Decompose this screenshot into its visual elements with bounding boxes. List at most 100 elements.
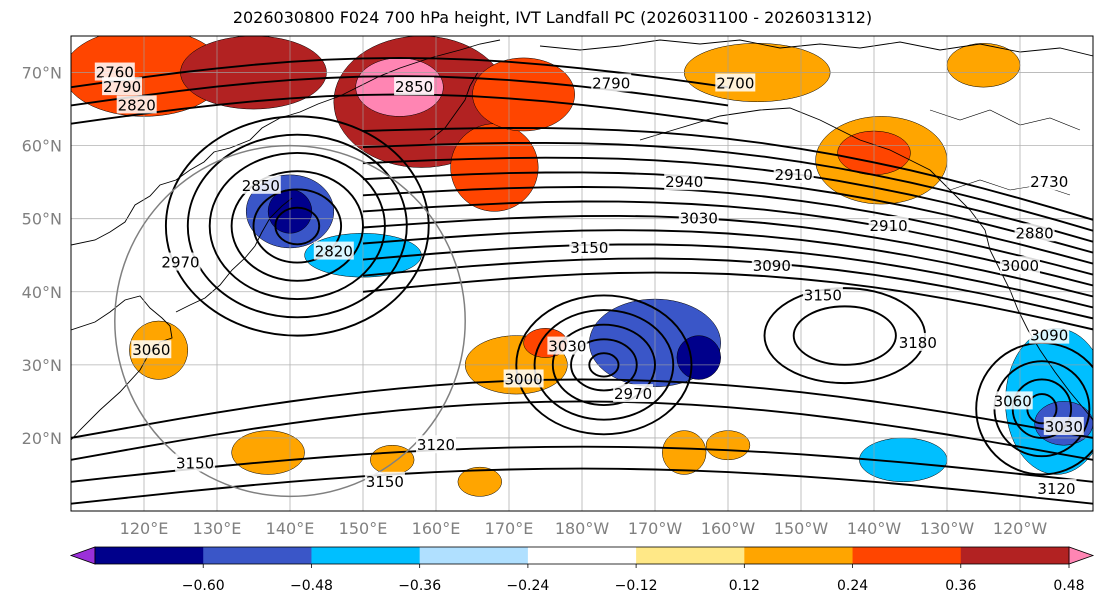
contour-label-bg [116,95,157,114]
contour-label: 3180 [899,334,937,352]
longitude-label: 170°E [485,519,534,538]
height-contour [71,445,1093,483]
colorbar-bin [203,547,312,564]
low-contour [230,170,364,282]
colorbar-tick-label: −0.36 [398,578,441,594]
contour-label: 2850 [395,78,433,96]
height-contour [362,257,1093,320]
contour-label-bg [715,73,756,92]
contour-label-bg [1029,172,1070,191]
height-contour [362,214,1093,287]
coastline-kamchatka [429,71,479,141]
latitude-label: 70°N [22,64,62,83]
longitude-label: 130°W [920,519,975,538]
colorbar-bin [852,547,962,564]
contour-label: 2700 [716,75,754,93]
height-contour [71,378,1093,439]
colorbar-tick-label: 0.36 [945,578,976,594]
contour-label-bg [160,252,201,271]
contour-label: 3150 [570,239,608,257]
height-contour [362,156,1093,243]
map-frame [70,35,1094,512]
longitude-label: 160°W [701,519,756,538]
ivt-shade-5 [472,57,575,132]
height-contour [362,229,1093,298]
longitude-label: 130°E [193,519,242,538]
contour-label-bg [547,336,588,355]
contour-label-bg [613,384,654,403]
contour-label-bg [313,241,354,260]
latitude-label: 30°N [22,356,62,375]
contour-label: 2910 [870,217,908,235]
contour-label-bg [364,471,405,490]
contour-label: 3090 [1030,327,1068,345]
colorbar-tick-label: −0.48 [290,578,333,594]
contour-label-bg [569,237,610,256]
colorbar-bin [744,547,854,564]
contour-label: 3120 [1037,480,1075,498]
contour-label: 2820 [315,243,353,261]
contour-label-bg [591,73,632,92]
ivt-shade-4 [450,123,539,212]
contour-label-bg [802,285,843,304]
contour-label-bg [897,332,938,351]
ivt-shade-22 [370,444,415,475]
height-contour [362,200,1093,276]
latitude-labels: 70°N 60°N 50°N 40°N 30°N 20°N [22,64,62,448]
ivt-shade-21 [231,430,305,475]
colorbar-tick-label: −0.60 [182,578,225,594]
colorbar-tick-label: 0.48 [1053,578,1084,594]
contour-label: 2970 [614,385,652,403]
low-contour [515,294,693,436]
high-contour [792,305,897,366]
contour-label: 2880 [1016,224,1054,242]
colorbar-bin [960,547,1070,564]
low-contour [551,323,656,406]
colorbar: −0.60 −0.48 −0.36 −0.24 −0.12 0.12 0.24 0.36 0.4… [69,546,1095,594]
low-contour [274,206,321,246]
height-contour [362,243,1093,309]
coastline-asia [71,39,501,246]
longitude-label: 170°W [628,519,683,538]
contour-label: 2940 [665,173,703,191]
height-contour [362,141,1093,232]
contour-label: 3060 [994,392,1032,410]
colorbar-frame [94,546,1070,565]
height-contour [362,186,1093,265]
contour-label: 3150 [804,286,842,304]
contour-label-bg [1029,325,1070,344]
height-contour [71,467,1093,505]
longitude-label: 150°E [339,519,388,538]
range-ring-circle [114,144,466,498]
colorbar-extend-max [1068,546,1095,565]
low-contour [208,151,386,301]
contour-label-bg [992,391,1033,410]
contour-label-bg [1036,479,1077,498]
colorbar-tick-label: −0.24 [506,578,549,594]
longitude-label: 120°E [120,519,169,538]
contour-label-bg [175,453,216,472]
low-contour [252,188,343,264]
longitude-label: 140°E [266,519,315,538]
contour-label: 3030 [680,210,718,228]
contour-label-bg [678,208,719,227]
colorbar-bin [419,547,529,564]
colorbar-tick-label: −0.12 [615,578,658,594]
contour-label-bg [751,256,792,275]
low-contour [533,309,675,421]
height-contour [362,171,1093,254]
map-title: 2026030800 F024 700 hPa height, IVT Land… [232,8,873,27]
contour-label: 3150 [366,473,404,491]
range-ring [114,144,466,498]
longitude-label: 120°W [993,519,1048,538]
contour-label: 3000 [505,370,543,388]
contour-label: 3120 [417,436,455,454]
colorbar-tick-label: 0.24 [837,578,868,594]
contour-label: 3090 [753,257,791,275]
contour-label-bg [503,369,544,388]
contour-label-bg [240,175,281,194]
contour-label: 2730 [1030,173,1068,191]
height-contour [362,271,1093,331]
colorbar-bin [311,547,421,564]
